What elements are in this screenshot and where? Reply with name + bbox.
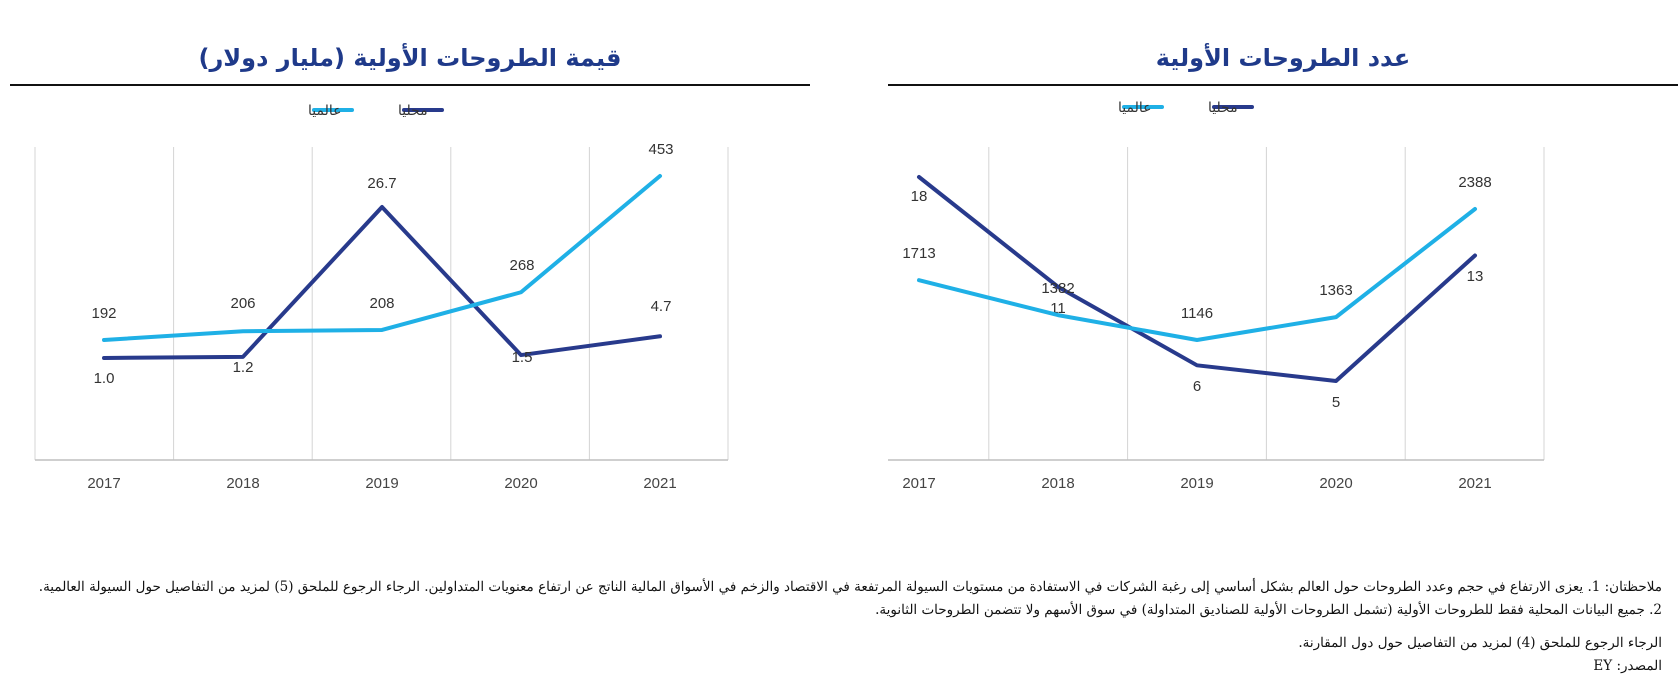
ipo-count-panel: عدد الطروحات الأولية 2017 2018 2019 2020 202…	[888, 0, 1678, 540]
ipo-count-data-label: 6	[1193, 378, 1201, 395]
ipo-value-data-label: 208	[369, 295, 394, 312]
ipo-value-data-label: 26.7	[367, 175, 396, 192]
ipo-count-data-label: 18	[911, 188, 928, 205]
ipo-count-legend-label-global: عالميا	[1118, 100, 1151, 116]
ipo-value-data-label: 1.2	[233, 359, 254, 376]
footnote-2: 2. جميع البيانات المحلية فقط للطروحات ال…	[875, 602, 1662, 618]
ipo-value-series-line-global	[102, 174, 662, 342]
ipo-count-series-line-local	[917, 175, 1477, 383]
ipo-count-data-label: 1382	[1041, 280, 1074, 297]
ipo-value-title: قيمة الطروحات الأولية (مليار دولار)	[198, 44, 622, 72]
ipo-count-data-label: 1363	[1319, 282, 1352, 299]
ipo-count-data-label: 1146	[1181, 305, 1213, 322]
ipo-count-data-label: 5	[1332, 394, 1340, 411]
ipo-count-x-tick-label: 2021	[1458, 475, 1491, 492]
ipo-value-title-rule	[10, 84, 810, 86]
ipo-value-data-label: 1.5	[512, 349, 533, 366]
ipo-value-data-label: 192	[91, 305, 116, 322]
ipo-value-series-line-local	[102, 205, 662, 360]
ipo-count-data-label: 13	[1467, 268, 1484, 285]
ipo-value-x-tick-label: 2020	[504, 475, 537, 492]
ipo-count-data-label: 1713	[902, 245, 935, 262]
ipo-value-data-label: 206	[230, 295, 255, 312]
ipo-count-title-rule	[888, 84, 1678, 86]
footnote-comparison: الرجاء الرجوع للملحق (4) لمزيد من التفاص…	[1298, 635, 1662, 651]
ipo-value-legend-label-global: عالميا	[308, 103, 341, 119]
ipo-value-panel: قيمة الطروحات الأولية (مليار دولار) 2017…	[10, 0, 810, 540]
ipo-count-title: عدد الطروحات الأولية	[1155, 44, 1411, 72]
ipo-count-data-label: 2388	[1458, 174, 1491, 191]
ipo-value-data-label: 268	[509, 257, 534, 274]
ipo-value-data-label: 1.0	[94, 370, 115, 387]
ipo-count-x-tick-label: 2018	[1041, 475, 1074, 492]
source-note: المصدر: EY	[1593, 658, 1662, 674]
ipo-count-chart: 2017 2018 2019 2020 202118116513171313821146…	[888, 100, 1545, 492]
ipo-value-x-tick-label: 2017	[87, 475, 120, 492]
footnote-1: ملاحظتان: 1. يعزى الارتفاع في حجم وعدد ا…	[38, 579, 1662, 595]
ipo-value-data-label: 4.7	[651, 298, 672, 315]
footnotes: ملاحظتان: 1. يعزى الارتفاع في حجم وعدد ا…	[20, 576, 1662, 678]
ipo-count-legend-label-local: محليا	[1208, 100, 1238, 116]
ipo-value-x-tick-label: 2019	[365, 475, 398, 492]
ipo-value-legend-label-local: محليا	[398, 103, 428, 119]
ipo-count-series-line-global	[917, 207, 1477, 342]
ipo-value-chart: 2017 2018 2019 2020 2021 1.0 1.2 26.7 1.5 4.7 192 2…	[34, 103, 729, 492]
ipo-value-x-tick-label: 2018	[226, 475, 259, 492]
ipo-count-x-tick-label: 2020	[1319, 475, 1352, 492]
ipo-count-x-tick-label: 2019	[1180, 475, 1213, 492]
ipo-value-data-label: 453	[648, 141, 673, 158]
ipo-count-x-tick-label: 2017	[902, 475, 935, 492]
ipo-value-x-tick-label: 2021	[643, 475, 676, 492]
